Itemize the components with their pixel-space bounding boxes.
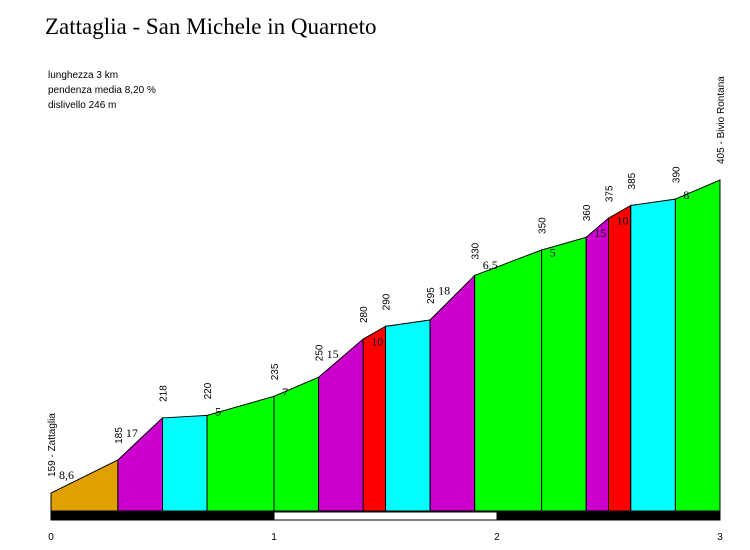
grade-label: 5: [215, 404, 221, 418]
profile-segment: [362, 325, 386, 512]
altitude-label: 220: [203, 382, 214, 399]
grade-label: 15: [594, 226, 606, 240]
x-tick-label: 3: [717, 532, 723, 543]
km-bar-block: [50, 511, 275, 521]
altitude-label: 295: [426, 287, 437, 304]
km-bar-block: [496, 511, 721, 521]
grade-label: 17: [126, 426, 138, 440]
profile-segment: [541, 236, 587, 512]
chart-title: Zattaglia - San Michele in Quarneto: [45, 14, 376, 39]
grade-label: 18: [438, 283, 450, 297]
altitude-label: 280: [359, 306, 370, 323]
profile-segment: [674, 179, 721, 512]
grade-label: 8: [683, 188, 689, 202]
profile-segment: [630, 198, 676, 512]
x-axis-tick-labels: 0 1 2 3: [48, 532, 723, 543]
altitude-label: 360: [582, 204, 593, 221]
profile-segment: [318, 337, 364, 512]
profile-segment: [474, 249, 543, 512]
grade-label: 8,6: [59, 468, 74, 482]
profile-segment: [429, 274, 476, 512]
x-tick-label: 2: [494, 532, 500, 543]
grade-label: 6,5: [483, 258, 498, 272]
grade-label: 10: [371, 334, 383, 348]
km-bar: [50, 511, 721, 521]
grade-label: 5: [550, 245, 556, 259]
profile-segment: [273, 376, 320, 512]
profile-segment: [585, 217, 609, 512]
profile-segment: [162, 414, 208, 512]
grade-label: 10: [617, 213, 629, 227]
grade-label: 15: [327, 347, 339, 361]
altitude-label: 290: [382, 293, 393, 310]
altitude-label: 235: [270, 363, 281, 380]
altitude-label: 330: [471, 242, 482, 259]
altitude-label: 250: [315, 344, 326, 361]
start-label: 159 - Zattaglia: [47, 413, 58, 477]
end-label: 405 - Bivio Rontana: [716, 76, 727, 164]
altitude-label: 185: [114, 427, 125, 444]
grade-label: 7: [282, 385, 288, 399]
info-elevation-gain: dislivello 246 m: [48, 100, 116, 111]
grade-labels: 8,6 17 5 7 15 10 18 6,5 5 15 10 8: [59, 188, 689, 482]
altitude-label: 390: [671, 166, 682, 183]
x-tick-label: 1: [271, 532, 277, 543]
altitude-label: 385: [627, 172, 638, 189]
info-average-grade: pendenza media 8,20 %: [48, 85, 156, 96]
profile-segments: [50, 179, 721, 512]
x-tick-label: 0: [48, 532, 54, 543]
km-bar-block: [273, 511, 498, 521]
profile-segment: [385, 319, 431, 512]
altitude-label: 218: [159, 385, 170, 402]
info-length: lunghezza 3 km: [48, 70, 118, 81]
profile-segment: [608, 204, 632, 512]
altitude-label: 350: [538, 217, 549, 234]
altitude-label: 375: [605, 185, 616, 202]
